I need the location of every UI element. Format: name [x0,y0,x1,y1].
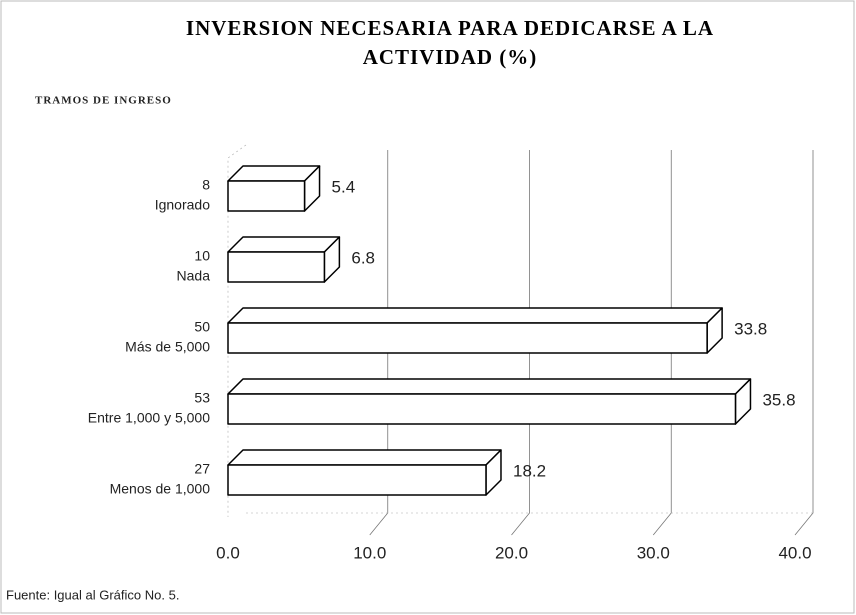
x-tick-label: 20.0 [495,543,528,562]
value-label: 5.4 [332,177,356,196]
y-axis-label: TRAMOS DE INGRESO [35,95,172,107]
y-count-label: 8 [202,177,210,193]
y-tick-label: Más de 5,000 [125,339,210,355]
y-count-label: 27 [194,461,210,477]
x-tick-label: 40.0 [778,543,811,562]
y-tick-label: Nada [177,268,211,284]
bar [227,251,326,283]
bar-top [227,449,502,466]
value-label: 18.2 [513,461,546,480]
value-label: 35.8 [762,390,795,409]
y-tick-label: Ignorado [155,197,210,213]
grid-line [511,150,530,536]
y-count-label: 53 [194,390,210,406]
bar-top [227,307,723,324]
chart-title: INVERSION NECESARIA PARA DEDICARSE A LA … [185,16,715,69]
bar-top [227,236,341,253]
value-label: 6.8 [351,248,375,267]
x-tick-label: 30.0 [637,543,670,562]
grid-line [794,150,814,536]
y-count-label: 10 [194,248,210,264]
y-tick-label: Menos de 1,000 [110,481,211,497]
bar [227,393,737,425]
bar-top [227,378,752,395]
y-count-label: 50 [194,319,210,335]
source: Fuente: Igual al Gráfico No. 5. [6,587,179,602]
x-tick-label: 0.0 [216,543,240,562]
y-tick-label: Entre 1,000 y 5,000 [88,410,210,426]
value-label: 33.8 [734,319,767,338]
bar [227,464,487,496]
bar [227,322,708,354]
bar [227,180,306,212]
x-tick-label: 10.0 [353,543,386,562]
